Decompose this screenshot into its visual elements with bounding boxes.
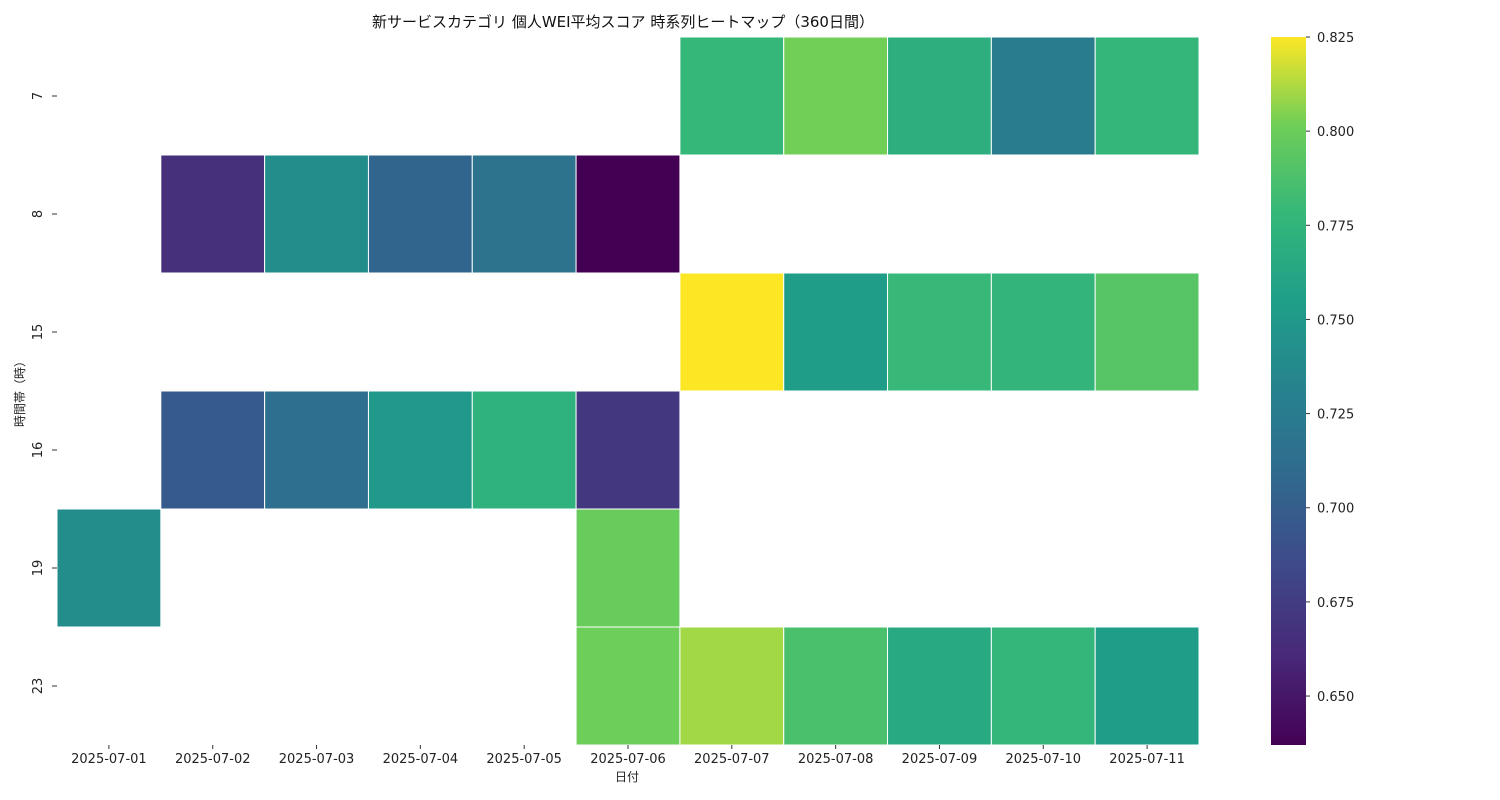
heatmap-cell [575, 626, 681, 746]
colorbar-ticks: 0.650 0.675 0.700 0.725 0.750 0.775 0.800 0.825 [1306, 31, 1354, 705]
heatmap-cell [575, 154, 681, 274]
heatmap-cell [56, 508, 162, 628]
x-tick-label: 2025-07-01 [71, 752, 147, 767]
heatmap-cell [575, 508, 681, 628]
x-axis-label: 日付 [615, 770, 639, 784]
x-tick-label: 2025-07-05 [486, 752, 562, 767]
x-tick-label: 2025-07-06 [590, 752, 666, 767]
colorbar-tick-label: 0.825 [1317, 31, 1354, 46]
x-tick-label: 2025-07-10 [1005, 752, 1081, 767]
y-tick-label: 8 [31, 210, 46, 218]
y-tick-label: 15 [31, 324, 46, 341]
chart-title: 新サービスカテゴリ 個人WEI平均スコア 時系列ヒートマップ（360日間） [372, 13, 874, 31]
y-tick-label: 7 [31, 92, 46, 100]
x-tick-label: 2025-07-11 [1109, 752, 1185, 767]
y-tick-label: 19 [31, 560, 46, 577]
heatmap-cell [679, 272, 785, 392]
x-tick-label: 2025-07-09 [902, 752, 978, 767]
heatmap-cell [887, 36, 992, 156]
colorbar-tick-label: 0.750 [1317, 313, 1354, 328]
colorbar-tick-label: 0.775 [1317, 219, 1354, 234]
x-axis-ticks: 2025-07-01 2025-07-02 2025-07-03 2025-07-04… [71, 745, 1185, 767]
y-axis-ticks: 7 8 15 16 19 23 [31, 92, 57, 694]
heatmap-cell [264, 390, 369, 510]
colorbar-tick-label: 0.800 [1317, 125, 1354, 140]
heatmap-cell [1094, 36, 1200, 156]
colorbar-tick-label: 0.725 [1317, 408, 1354, 423]
heatmap-cell [783, 626, 889, 746]
heatmap-cell [887, 272, 992, 392]
heatmap-cell [160, 154, 266, 274]
heatmap-cell [575, 390, 681, 510]
heatmap-cells [56, 36, 1200, 746]
heatmap-cell [990, 36, 1096, 156]
heatmap-cell [471, 390, 577, 510]
heatmap-cell [160, 390, 266, 510]
heatmap-cell [679, 626, 785, 746]
heatmap-cell [264, 154, 369, 274]
colorbar-tick-label: 0.700 [1317, 502, 1354, 517]
heatmap-cell [783, 272, 889, 392]
x-tick-label: 2025-07-08 [798, 752, 874, 767]
y-axis-label: 時間帯（時） [13, 355, 27, 427]
colorbar [1271, 37, 1306, 745]
x-tick-label: 2025-07-03 [279, 752, 355, 767]
heatmap-cell [1094, 272, 1200, 392]
colorbar-tick-label: 0.650 [1317, 690, 1354, 705]
x-tick-label: 2025-07-04 [383, 752, 459, 767]
heatmap-cell [471, 154, 577, 274]
x-tick-label: 2025-07-07 [694, 752, 770, 767]
y-tick-label: 23 [31, 678, 46, 695]
heatmap-cell [990, 626, 1096, 746]
y-tick-label: 16 [31, 442, 46, 459]
heatmap-cell [990, 272, 1096, 392]
heatmap-cell [783, 36, 889, 156]
x-tick-label: 2025-07-02 [175, 752, 251, 767]
heatmap-cell [887, 626, 992, 746]
heatmap-cell [367, 154, 473, 274]
heatmap-cell [679, 36, 785, 156]
heatmap-cell [1094, 626, 1200, 746]
colorbar-tick-label: 0.675 [1317, 596, 1354, 611]
heatmap-cell [367, 390, 473, 510]
